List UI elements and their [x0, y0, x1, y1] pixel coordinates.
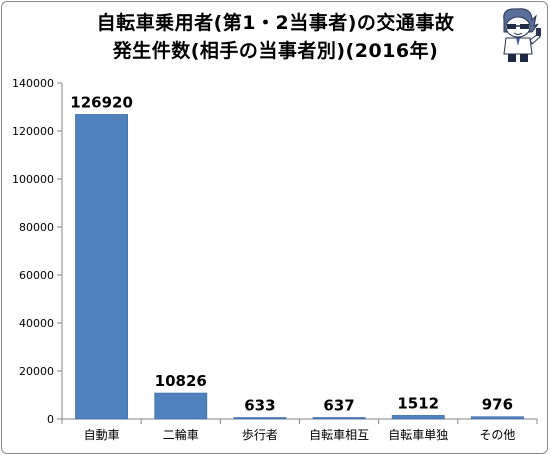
y-tick-label: 100000	[12, 173, 54, 186]
chart-title-line2: 発生件数(相手の当事者別)(2016年)	[112, 40, 439, 62]
data-label-2: 633	[244, 396, 275, 414]
chart-title-line1: 自転車乗用者(第1・2当事者)の交通事故	[96, 12, 455, 34]
data-label-0: 126920	[70, 93, 133, 111]
category-label-4: 自転車単独	[388, 428, 448, 442]
data-label-4: 1512	[397, 394, 439, 412]
y-tick-label: 140000	[12, 77, 54, 90]
data-label-5: 976	[482, 396, 513, 414]
category-label-5: その他	[479, 428, 515, 442]
bar-4	[391, 415, 445, 420]
mascot-character-icon	[503, 8, 541, 62]
bar-2	[233, 417, 287, 420]
y-tick-label: 120000	[12, 125, 54, 138]
category-label-2: 歩行者	[242, 427, 278, 442]
category-label-1: 二輪車	[163, 427, 199, 442]
category-label-0: 自動車	[84, 428, 120, 442]
y-tick-label: 60000	[19, 269, 54, 282]
bar-3	[312, 417, 366, 420]
y-tick-label: 20000	[19, 365, 54, 378]
data-label-3: 637	[323, 396, 354, 414]
bar-0	[75, 114, 129, 420]
bar-series	[75, 114, 524, 420]
x-axis-categories: 自動車 二輪車 歩行者 自転車相互 自転車単独 その他	[61, 419, 538, 442]
data-labels: 126920 10826 633 637 1512 976	[70, 93, 513, 414]
chart-axes	[61, 83, 537, 420]
y-axis-ticks: 0 20000 40000 60000 80000 100000 120000 140000	[12, 77, 62, 426]
bar-5	[470, 416, 524, 420]
bar-1	[154, 392, 208, 420]
y-tick-label: 80000	[19, 221, 54, 234]
y-tick-label: 40000	[19, 317, 54, 330]
category-label-3: 自転車相互	[309, 428, 369, 442]
y-tick-label: 0	[47, 413, 54, 426]
data-label-1: 10826	[155, 372, 207, 390]
